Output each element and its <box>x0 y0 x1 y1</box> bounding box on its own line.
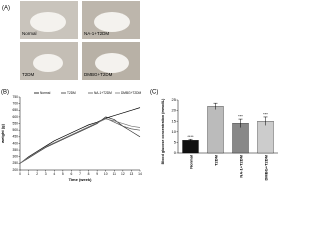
legend-label: DMBG+T2DM <box>121 91 141 95</box>
x-tick-label: 11 <box>113 172 117 176</box>
x-tick-label: 7 <box>79 172 81 176</box>
y-tick-label: 600 <box>12 115 18 119</box>
x-tick-label: 8 <box>88 172 90 176</box>
y-tick-label: 350 <box>12 148 18 152</box>
x-tick-label: NA-1+T2DM <box>239 154 244 177</box>
photos <box>20 1 140 80</box>
legend-label: T2DM <box>67 91 76 95</box>
photo-label: Normal <box>22 31 37 36</box>
photo-label: DMBG+T2DM <box>84 72 113 77</box>
series-line <box>19 118 141 164</box>
y-tick-label: 650 <box>12 108 18 112</box>
panel-label: (C) <box>150 90 158 96</box>
y-tick-label: 700 <box>12 102 18 106</box>
bar <box>257 121 274 154</box>
legend-label: Normal <box>40 91 51 95</box>
x-tick-label: 13 <box>130 172 134 176</box>
bar <box>207 106 224 154</box>
photo-label: T2DM <box>22 72 35 77</box>
panel-label: (B) <box>1 90 9 96</box>
x-tick-label: 5 <box>62 172 64 176</box>
x-tick-label: 2 <box>36 172 38 176</box>
rat <box>30 12 66 32</box>
rat <box>95 53 129 73</box>
figure: (A) Normal NA-1+T2DM T2DM DMBG+T2DM (B) 2… <box>0 1 278 182</box>
x-tick-label: 0 <box>19 172 21 176</box>
rat <box>94 12 130 32</box>
y-tick-label: 400 <box>12 141 18 145</box>
significance: *** <box>263 112 268 117</box>
x-tick-label: 6 <box>71 172 73 176</box>
y-tick-label: 500 <box>12 128 18 132</box>
y-tick-label: 0 <box>174 150 177 155</box>
y-tick-label: 550 <box>12 121 18 125</box>
series-line <box>19 116 141 164</box>
bar <box>182 140 199 154</box>
x-axis-label: Time (week) <box>69 177 92 182</box>
y-tick-label: 300 <box>12 155 18 159</box>
y-tick-label: 20 <box>172 108 177 113</box>
y-tick-label: 200 <box>12 168 18 172</box>
y-tick-label: 450 <box>12 135 18 139</box>
bar <box>232 123 249 154</box>
y-tick-label: 25 <box>172 97 177 102</box>
y-tick-label: 15 <box>172 118 177 123</box>
series-line <box>19 107 141 164</box>
panel-label: (A) <box>2 6 10 12</box>
x-tick-label: T2DM <box>214 154 219 166</box>
y-axis-label: Blood glucose concentration (mmol/L) <box>161 98 165 164</box>
y-axis-label: weight (g) <box>0 123 5 144</box>
significance: *** <box>238 114 243 119</box>
x-tick-label: 14 <box>138 172 142 176</box>
legend-label: NA-1+T2DM <box>94 91 112 95</box>
x-tick-label: Normal <box>189 155 194 169</box>
series-line <box>19 117 141 164</box>
page: {"panel_a":{"label":"(A)","photos":["Nor… <box>0 1 278 183</box>
y-tick-label: 10 <box>172 129 177 134</box>
x-tick-label: 3 <box>45 172 47 176</box>
x-tick-label: 4 <box>53 172 55 176</box>
x-tick-label: 1 <box>28 172 30 176</box>
significance: **** <box>187 134 194 139</box>
x-tick-label: 9 <box>96 172 98 176</box>
y-tick-label: 5 <box>174 139 177 144</box>
y-tick-label: 250 <box>12 161 18 165</box>
x-tick-label: DMBG+T2DM <box>264 154 269 180</box>
y-tick-label: 750 <box>12 95 18 99</box>
x-tick-label: 10 <box>104 172 108 176</box>
photo-label: NA-1+T2DM <box>84 31 109 36</box>
x-tick-label: 12 <box>121 172 125 176</box>
rat <box>33 54 63 72</box>
